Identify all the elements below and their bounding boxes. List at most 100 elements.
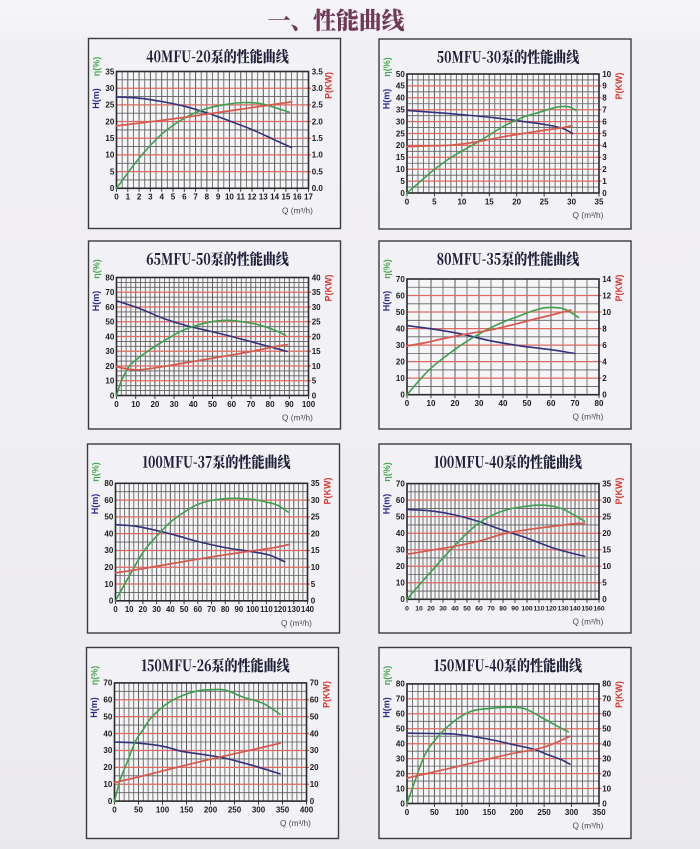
svg-text:0: 0 xyxy=(112,805,117,814)
svg-text:300: 300 xyxy=(565,808,579,817)
svg-text:100: 100 xyxy=(156,805,170,814)
svg-text:50: 50 xyxy=(396,308,405,317)
svg-text:30: 30 xyxy=(311,496,320,505)
svg-text:100: 100 xyxy=(302,400,316,409)
svg-text:0: 0 xyxy=(405,197,410,206)
svg-text:50: 50 xyxy=(134,805,143,814)
svg-text:20: 20 xyxy=(311,530,320,539)
svg-text:70: 70 xyxy=(396,479,405,488)
svg-text:5: 5 xyxy=(311,580,316,589)
svg-text:20: 20 xyxy=(150,400,159,409)
svg-text:20: 20 xyxy=(512,197,521,206)
svg-text:10: 10 xyxy=(396,165,405,174)
svg-text:5: 5 xyxy=(432,197,437,206)
svg-text:2: 2 xyxy=(602,165,607,174)
svg-text:80: 80 xyxy=(499,606,507,613)
svg-text:150: 150 xyxy=(483,808,497,817)
svg-text:5: 5 xyxy=(312,377,317,386)
svg-text:300: 300 xyxy=(252,805,266,814)
svg-text:70: 70 xyxy=(487,606,495,613)
svg-text:13: 13 xyxy=(259,193,268,202)
svg-text:30: 30 xyxy=(396,546,405,555)
svg-text:0: 0 xyxy=(405,606,409,613)
svg-text:150: 150 xyxy=(581,606,593,613)
svg-text:Q (m³/h): Q (m³/h) xyxy=(573,616,604,626)
svg-text:250: 250 xyxy=(537,808,551,817)
svg-text:0.5: 0.5 xyxy=(312,167,324,176)
svg-text:5: 5 xyxy=(400,177,405,186)
svg-text:14: 14 xyxy=(602,275,611,284)
svg-text:9: 9 xyxy=(602,82,607,91)
svg-text:0: 0 xyxy=(400,799,405,808)
svg-text:10: 10 xyxy=(602,784,611,793)
svg-text:70: 70 xyxy=(310,679,319,688)
svg-text:50: 50 xyxy=(310,713,319,722)
svg-text:25: 25 xyxy=(312,318,321,327)
svg-text:η(%): η(%) xyxy=(92,259,102,279)
svg-text:20: 20 xyxy=(396,769,405,778)
svg-text:200: 200 xyxy=(510,808,524,817)
svg-text:30: 30 xyxy=(312,303,321,312)
svg-text:10: 10 xyxy=(602,308,611,317)
svg-text:0: 0 xyxy=(602,799,607,808)
svg-text:16: 16 xyxy=(293,193,302,202)
svg-text:10: 10 xyxy=(103,780,112,789)
svg-text:6: 6 xyxy=(182,193,187,202)
svg-text:11: 11 xyxy=(236,193,245,202)
svg-text:50: 50 xyxy=(396,725,405,734)
svg-text:3.5: 3.5 xyxy=(312,67,324,76)
svg-text:70: 70 xyxy=(396,695,405,704)
svg-text:35: 35 xyxy=(602,479,611,488)
svg-text:9: 9 xyxy=(216,193,221,202)
svg-text:P(KW): P(KW) xyxy=(614,275,624,302)
svg-text:10: 10 xyxy=(396,579,405,588)
svg-text:0: 0 xyxy=(114,400,119,409)
svg-text:17: 17 xyxy=(304,193,313,202)
svg-text:1: 1 xyxy=(126,193,131,202)
svg-text:70: 70 xyxy=(571,399,580,408)
svg-text:50: 50 xyxy=(430,808,439,817)
svg-text:20: 20 xyxy=(427,606,435,613)
svg-text:60: 60 xyxy=(396,291,405,300)
svg-text:10: 10 xyxy=(105,151,114,160)
svg-text:50: 50 xyxy=(104,513,113,522)
svg-text:30: 30 xyxy=(602,754,611,763)
svg-text:4: 4 xyxy=(602,141,607,150)
svg-text:40: 40 xyxy=(104,530,113,539)
svg-text:20: 20 xyxy=(396,141,405,150)
svg-text:25: 25 xyxy=(602,513,611,522)
svg-text:10: 10 xyxy=(104,580,113,589)
svg-text:15: 15 xyxy=(312,347,321,356)
svg-text:10: 10 xyxy=(602,562,611,571)
svg-text:140: 140 xyxy=(301,605,315,614)
svg-text:50: 50 xyxy=(602,725,611,734)
svg-text:80: 80 xyxy=(105,273,114,282)
svg-text:η(%): η(%) xyxy=(90,666,100,686)
svg-text:70: 70 xyxy=(396,275,405,284)
svg-text:1: 1 xyxy=(602,177,607,186)
svg-text:20: 20 xyxy=(103,763,112,772)
svg-text:110: 110 xyxy=(534,606,545,613)
svg-text:35: 35 xyxy=(105,67,114,76)
svg-text:25: 25 xyxy=(311,513,320,522)
svg-text:10: 10 xyxy=(125,605,134,614)
svg-text:10: 10 xyxy=(457,197,466,206)
svg-text:14: 14 xyxy=(270,193,279,202)
svg-text:10: 10 xyxy=(312,362,321,371)
svg-text:80: 80 xyxy=(396,680,405,689)
svg-text:5: 5 xyxy=(602,129,607,138)
svg-text:30: 30 xyxy=(475,399,484,408)
svg-text:40: 40 xyxy=(499,399,508,408)
svg-text:40: 40 xyxy=(396,94,405,103)
svg-text:0: 0 xyxy=(405,808,410,817)
svg-text:10: 10 xyxy=(310,780,319,789)
svg-text:40: 40 xyxy=(312,273,321,282)
svg-text:10: 10 xyxy=(396,374,405,383)
svg-text:P(KW): P(KW) xyxy=(324,275,334,302)
svg-text:20: 20 xyxy=(451,399,460,408)
svg-text:P(KW): P(KW) xyxy=(324,72,334,99)
svg-text:8: 8 xyxy=(205,193,210,202)
svg-text:70: 70 xyxy=(105,288,114,297)
svg-text:1.0: 1.0 xyxy=(312,151,324,160)
svg-text:130: 130 xyxy=(557,606,569,613)
